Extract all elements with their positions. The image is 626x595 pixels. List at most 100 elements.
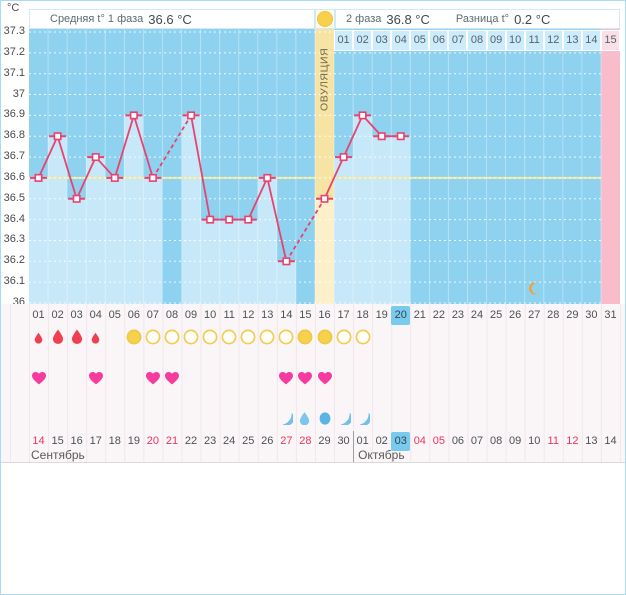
date-cell[interactable]: 01 xyxy=(356,435,369,447)
date-cell[interactable]: 02 xyxy=(375,435,388,447)
cycle-day-cell[interactable]: 07 xyxy=(146,309,160,321)
date-cell[interactable]: 04 xyxy=(413,435,426,447)
date-cell[interactable]: 03 xyxy=(391,432,411,451)
post-ovulation-day-cell[interactable]: 04 xyxy=(391,30,411,51)
cycle-day-cell[interactable]: 23 xyxy=(451,309,465,321)
cycle-day-cell[interactable]: 31 xyxy=(604,309,617,321)
cycle-day-cell[interactable]: 17 xyxy=(337,309,350,321)
temp-point[interactable] xyxy=(72,194,81,203)
cycle-day-cell[interactable]: 03 xyxy=(70,309,83,321)
temp-point[interactable] xyxy=(358,111,367,120)
cycle-day-cell[interactable]: 04 xyxy=(89,309,102,321)
date-cell[interactable]: 09 xyxy=(509,435,522,447)
date-cell[interactable]: 20 xyxy=(146,435,160,447)
post-ovulation-day-cell[interactable]: 05 xyxy=(410,30,430,51)
cycle-day-cell[interactable]: 19 xyxy=(375,309,388,321)
cycle-day-cell[interactable]: 15 xyxy=(299,309,312,321)
cycle-day-cell[interactable]: 01 xyxy=(32,309,45,321)
cycle-day-cell[interactable]: 30 xyxy=(585,309,598,321)
post-ovulation-day-cell[interactable]: 12 xyxy=(543,30,563,51)
date-cell[interactable]: 23 xyxy=(203,435,217,447)
cycle-day-cell[interactable]: 09 xyxy=(184,309,198,321)
cycle-day-cell[interactable]: 29 xyxy=(566,309,579,321)
temp-point[interactable] xyxy=(34,173,43,182)
post-ovulation-day-cell[interactable]: 03 xyxy=(372,30,392,51)
phase2-average-header: 2 фаза 36.8 °C Разница t° 0.2 °C xyxy=(335,9,620,29)
post-ovulation-day-cell[interactable]: 15 xyxy=(600,30,620,51)
date-cell[interactable]: 30 xyxy=(337,435,350,447)
date-cell[interactable]: 14 xyxy=(32,435,45,447)
date-cell[interactable]: 17 xyxy=(89,435,102,447)
cycle-day-cell[interactable]: 06 xyxy=(127,309,140,321)
temp-point[interactable] xyxy=(396,132,405,141)
date-cell[interactable]: 27 xyxy=(280,435,293,447)
cycle-day-cell[interactable]: 25 xyxy=(489,309,503,321)
date-cell[interactable]: 19 xyxy=(127,435,140,447)
temp-point[interactable] xyxy=(320,194,329,203)
cycle-day-cell[interactable]: 14 xyxy=(280,309,293,321)
date-cell[interactable]: 08 xyxy=(489,435,503,447)
post-ovulation-day-cell[interactable]: 08 xyxy=(467,30,487,51)
date-cell[interactable]: 22 xyxy=(184,435,198,447)
temp-line-segment xyxy=(247,177,269,220)
temp-point[interactable] xyxy=(244,215,253,224)
date-cell[interactable]: 16 xyxy=(70,435,83,447)
date-cell[interactable]: 21 xyxy=(165,435,179,447)
date-cell[interactable]: 15 xyxy=(51,435,64,447)
cycle-day-cell[interactable]: 26 xyxy=(509,309,522,321)
date-cell[interactable]: 25 xyxy=(242,435,255,447)
temp-point[interactable] xyxy=(206,215,215,224)
post-ovulation-day-cell[interactable]: 06 xyxy=(429,30,449,51)
temp-point[interactable] xyxy=(129,111,138,120)
cycle-day-cell[interactable]: 11 xyxy=(223,309,235,321)
post-ovulation-day-cell[interactable]: 13 xyxy=(562,30,582,51)
cycle-day-cell[interactable]: 20 xyxy=(391,306,411,325)
cycle-day-cell[interactable]: 22 xyxy=(432,309,445,321)
cycle-day-cell[interactable]: 28 xyxy=(547,309,560,321)
cycle-day-cell[interactable]: 12 xyxy=(242,309,255,321)
temp-point[interactable] xyxy=(225,215,234,224)
cervical-fluid-icon xyxy=(357,412,371,426)
post-ovulation-day-cell[interactable]: 01 xyxy=(334,30,354,51)
cycle-day-cell[interactable]: 13 xyxy=(261,309,274,321)
cycle-day-cell[interactable]: 21 xyxy=(413,309,426,321)
temp-point[interactable] xyxy=(377,132,386,141)
cycle-day-cell[interactable]: 27 xyxy=(528,309,541,321)
date-cell[interactable]: 18 xyxy=(108,435,121,447)
temp-point[interactable] xyxy=(91,153,100,162)
date-cell[interactable]: 05 xyxy=(432,435,445,447)
temp-point[interactable] xyxy=(110,173,119,182)
post-ovulation-day-cell[interactable]: 11 xyxy=(524,30,544,51)
date-cell[interactable]: 13 xyxy=(585,435,598,447)
post-ovulation-day-cell[interactable]: 02 xyxy=(353,30,373,51)
date-cell[interactable]: 06 xyxy=(451,435,465,447)
cycle-day-cell[interactable]: 10 xyxy=(203,309,217,321)
temp-point[interactable] xyxy=(53,132,62,141)
post-ovulation-day-cell[interactable]: 14 xyxy=(581,30,601,51)
temp-point[interactable] xyxy=(282,257,291,266)
date-cell[interactable]: 26 xyxy=(261,435,274,447)
date-cell[interactable]: 12 xyxy=(566,435,579,447)
post-ovulation-day-cell[interactable]: 07 xyxy=(448,30,468,51)
expected-period-column xyxy=(600,29,620,304)
cycle-day-cell[interactable]: 16 xyxy=(318,309,331,321)
date-cell[interactable]: 10 xyxy=(528,435,541,447)
date-cell[interactable]: 29 xyxy=(318,435,331,447)
cycle-day-cell[interactable]: 24 xyxy=(470,309,484,321)
date-cell[interactable]: 24 xyxy=(223,435,236,447)
cycle-day-cell[interactable]: 08 xyxy=(165,309,179,321)
temp-point[interactable] xyxy=(187,111,196,120)
temp-point[interactable] xyxy=(148,173,157,182)
cycle-day-cell[interactable]: 02 xyxy=(51,309,64,321)
cycle-day-cell[interactable]: 05 xyxy=(108,309,121,321)
cycle-day-cell[interactable]: 18 xyxy=(356,309,369,321)
temp-point[interactable] xyxy=(339,153,348,162)
date-cell[interactable]: 14 xyxy=(604,435,617,447)
post-ovulation-day-cell[interactable]: 10 xyxy=(505,30,525,51)
temp-point[interactable] xyxy=(263,173,272,182)
date-cell[interactable]: 07 xyxy=(470,435,484,447)
post-ovulation-day-cell[interactable]: 09 xyxy=(486,30,506,51)
date-cell[interactable]: 28 xyxy=(299,435,312,447)
date-cell[interactable]: 11 xyxy=(547,435,559,447)
